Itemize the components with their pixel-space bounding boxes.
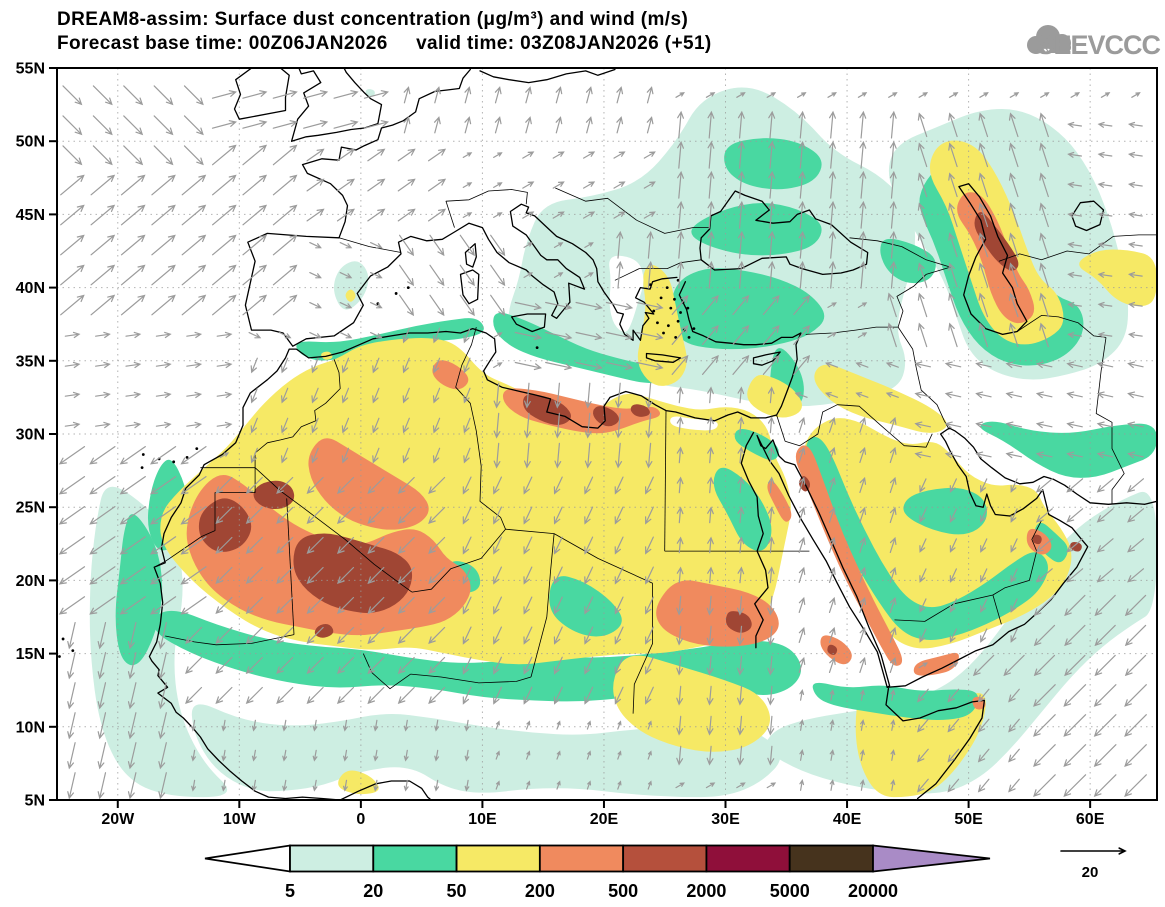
dust-region-teal_inner <box>980 421 1157 478</box>
lat-tick-label: 30N <box>16 427 45 444</box>
lon-tick-label: 20E <box>590 811 619 828</box>
lat-tick-label: 55N <box>16 61 45 78</box>
latitude-labels: 55N 50N 45N 40N 35N 30N 25N 20N 15N 10N 5N <box>16 61 45 810</box>
dust-region-teal_inner <box>805 436 1048 641</box>
dust-region-teal_inner <box>549 576 622 637</box>
lon-tick-label: 10W <box>223 811 257 828</box>
wind-reference-label: 20 <box>1082 864 1099 881</box>
lon-tick-label: 0 <box>356 811 365 828</box>
colorbar-segment <box>622 844 708 873</box>
dust-region-yellow <box>613 655 771 752</box>
colorbar-tick-label: 20000 <box>848 881 898 901</box>
dust-region-brick <box>253 480 295 510</box>
title-line2: Forecast base time: 00Z06JAN2026 valid t… <box>57 33 712 54</box>
lat-tick-label: 50N <box>16 134 45 151</box>
colorbar-segment <box>372 844 458 873</box>
cloud-chevrons: » <box>1043 43 1052 60</box>
dust-region-brick <box>314 623 334 638</box>
lon-tick-label: 30E <box>711 811 740 828</box>
lon-tick-label: 40E <box>833 811 862 828</box>
lon-tick-label: 60E <box>1076 811 1105 828</box>
dust-concentration-layer <box>89 87 1157 798</box>
dust-region-brick <box>293 533 413 613</box>
country-borders <box>154 187 1157 714</box>
dust-region-teal <box>691 203 822 256</box>
colorbar-tick-label: 500 <box>608 881 638 901</box>
dust-region-teal <box>724 138 822 190</box>
dust-region-yellow <box>1079 249 1157 307</box>
lat-tick-label: 25N <box>16 500 45 517</box>
colorbar-legend: 5 20 50 200 500 2000 5000 20000 <box>204 844 991 901</box>
dust-region-pale <box>365 89 375 97</box>
dust-region-teal <box>493 312 673 384</box>
dust-region-yellow <box>338 770 379 795</box>
dust-region-teal <box>296 318 484 361</box>
colorbar-tick-label: 2000 <box>686 881 726 901</box>
dust-region-brick <box>827 644 838 656</box>
colorbar-segment <box>455 844 541 873</box>
graticule-gridlines <box>57 68 1157 800</box>
dust-region-brick <box>593 406 619 427</box>
dust-region-pale <box>191 704 781 798</box>
longitude-labels: 20W 10W 0 10E 20E 30E 40E 50E 60E <box>101 811 1104 828</box>
lat-tick-label: 5N <box>25 793 45 810</box>
dust-region-yellow <box>345 289 356 302</box>
lon-tick-label: 50E <box>954 811 983 828</box>
dust-region-orange <box>795 445 903 666</box>
colorbar-segment <box>788 844 874 873</box>
lat-tick-label: 10N <box>16 719 45 736</box>
axis-ticks <box>49 67 1092 808</box>
dust-region-teal <box>115 514 163 666</box>
dust-region-brick <box>630 404 650 417</box>
lat-tick-label: 35N <box>16 353 45 370</box>
colorbar-tick-label: 50 <box>447 881 467 901</box>
colorbar-segment <box>289 844 375 873</box>
dust-region-teal_inner <box>903 487 987 535</box>
dust-region-brick <box>1032 534 1042 545</box>
lat-tick-label: 45N <box>16 207 45 224</box>
wind-vector-arrows <box>58 85 1147 800</box>
title-line1: DREAM8-assim: Surface dust concentration… <box>57 9 688 30</box>
seevccc-logo: » SEEVCCC <box>1027 25 1162 60</box>
dust-region-brick <box>725 611 752 633</box>
dust-region-orange <box>767 480 792 522</box>
colorbar-tick-label: 20 <box>363 881 383 901</box>
dust-region-teal_inner <box>734 429 779 461</box>
logo-text: SEEVCCC <box>1036 30 1160 60</box>
dust-region-orange <box>913 652 959 676</box>
lon-tick-label: 10E <box>468 811 497 828</box>
dust-region-brick <box>198 498 252 552</box>
lat-tick-label: 15N <box>16 646 45 663</box>
lat-tick-label: 40N <box>16 280 45 297</box>
dust-region-yellow <box>747 374 802 418</box>
cloud-icon: » <box>1027 25 1071 60</box>
dust-region-orange <box>432 360 469 390</box>
colorbar-segment <box>705 844 791 873</box>
colorbar-tick-label: 5000 <box>770 881 810 901</box>
lon-tick-label: 20W <box>101 811 135 828</box>
colorbar-tick-label: 5 <box>285 881 295 901</box>
colorbar-tick-label: 200 <box>525 881 555 901</box>
colorbar-segment <box>538 844 625 873</box>
lat-tick-label: 20N <box>16 573 45 590</box>
dust-region-brick <box>1070 541 1082 552</box>
dust-region-yellow <box>637 264 687 386</box>
wind-reference-arrow: 20 <box>1060 847 1127 881</box>
